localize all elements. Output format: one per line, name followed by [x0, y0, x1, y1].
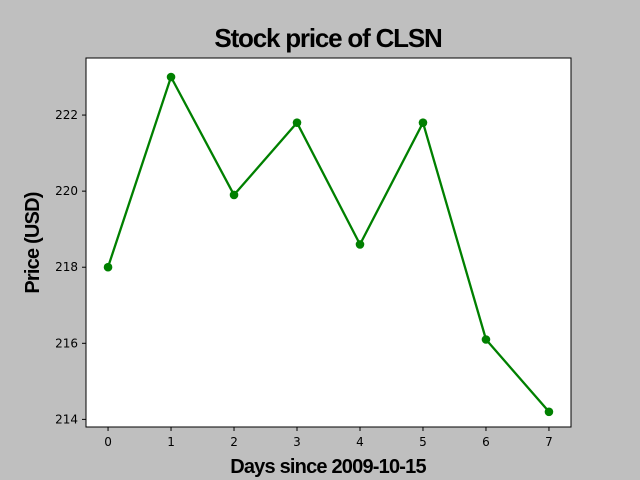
y-tick-label: 222 — [55, 108, 78, 122]
data-point — [418, 118, 428, 127]
data-point — [103, 262, 113, 272]
x-tick-label: 3 — [293, 435, 301, 449]
y-tick-label: 218 — [55, 260, 78, 274]
x-tick-label: 4 — [356, 435, 364, 449]
y-axis-label: Price (USD) — [22, 192, 44, 293]
x-axis-ticks: 0 1 2 3 4 5 6 7 — [104, 427, 553, 449]
x-tick-label: 0 — [104, 435, 112, 449]
y-tick-label: 214 — [55, 412, 78, 426]
x-tick-label: 2 — [230, 435, 238, 449]
x-tick-label: 7 — [545, 435, 553, 449]
chart-title: Stock price of CLSN — [214, 23, 442, 53]
plot-area — [85, 57, 572, 428]
series-layer — [103, 72, 554, 417]
data-point — [166, 72, 176, 82]
data-point — [544, 407, 554, 417]
y-axis-ticks: 214 216 218 220 222 — [55, 108, 86, 426]
x-axis-label: Days since 2009-10-15 — [230, 456, 426, 478]
x-tick-label: 5 — [419, 435, 427, 449]
x-tick-label: 6 — [482, 435, 490, 449]
data-point — [229, 190, 239, 200]
x-tick-label: 1 — [167, 435, 175, 449]
y-tick-label: 216 — [55, 336, 78, 350]
series-line — [106, 75, 550, 413]
data-point — [481, 335, 491, 344]
data-point — [355, 240, 365, 249]
data-point — [292, 118, 302, 127]
y-tick-label: 220 — [55, 184, 78, 198]
